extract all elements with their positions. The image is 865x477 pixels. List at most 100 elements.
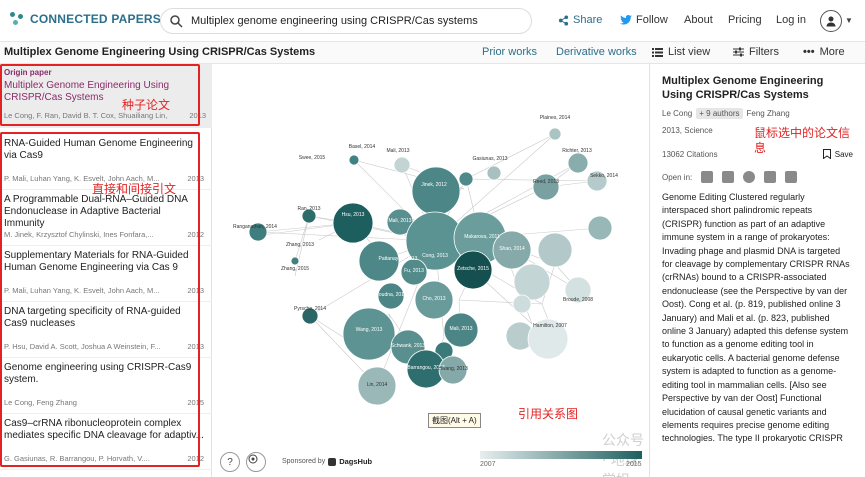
pdf-icon[interactable] (701, 171, 714, 183)
node-label: Cong, 2013 (422, 253, 448, 259)
save-button[interactable]: Save (822, 149, 853, 159)
google-scholar-icon[interactable] (764, 171, 777, 183)
node-label: Fu, 2013 (404, 268, 424, 274)
login-link[interactable]: Log in (776, 14, 806, 26)
author-first[interactable]: Le Cong (662, 109, 693, 118)
graph-annotation: 引用关系图 (518, 407, 579, 421)
sliders-icon (733, 47, 744, 57)
help-button[interactable]: ? (220, 452, 240, 472)
list-view-button[interactable]: List view (652, 46, 710, 58)
node-label: Zhang, 2013 (286, 242, 314, 248)
list-item[interactable]: DNA targeting specificity of RNA-guided … (0, 302, 212, 358)
chevron-down-icon[interactable]: ▼ (845, 16, 853, 25)
graph-node (290, 256, 300, 266)
sponsor-brand: DagsHub (339, 457, 373, 466)
save-label: Save (834, 149, 853, 159)
share-icon (558, 14, 569, 26)
node-label: Makarova, 2011 (464, 234, 500, 240)
origin-title: Multiplex Genome Engineering Using CRISP… (4, 80, 170, 103)
graph-node (248, 222, 268, 242)
graph-node (301, 307, 319, 325)
microsoft-academic-icon[interactable] (785, 171, 798, 183)
more-authors-button[interactable]: + 9 authors (696, 108, 743, 119)
brand-name: CONNECTED PAPERS (30, 12, 161, 26)
follow-link[interactable]: Follow (620, 14, 668, 26)
origin-authors: Le Cong, F. Ran, David B. T. Cox, Shuail… (4, 111, 168, 120)
pricing-link[interactable]: Pricing (728, 14, 762, 26)
node-label: Jinek, 2012 (421, 182, 447, 188)
node-label: Schwank, 2013 (391, 343, 425, 349)
node-label: Mali, 2013 (449, 326, 472, 332)
graph-node (587, 215, 613, 241)
graph-node (411, 166, 461, 216)
selected-paper-annotation: 鼠标选中的论文信息 (754, 126, 851, 155)
sponsor-label: Sponsored by (282, 458, 326, 465)
citations-annotation: 直接和间接引文 (92, 182, 177, 196)
node-label: Zhang, 2015 (281, 266, 309, 272)
brand-logo[interactable]: CONNECTED PAPERS (10, 12, 161, 26)
paper-year: 2013 (187, 174, 204, 183)
paper-year: 2013 (187, 286, 204, 295)
list-icon (652, 47, 663, 57)
screenshot-tooltip: 截图(Alt + A) (428, 413, 481, 428)
derivative-works-button[interactable]: Derivative works (556, 46, 637, 58)
graph-canvas[interactable]: Plaines, 2014 Basel, 2014 Mali, 2013 Swe… (212, 64, 649, 477)
list-item[interactable]: RNA-Guided Human Genome Engineering via … (0, 134, 212, 190)
search-box[interactable]: Multiplex genome engineering using CRISP… (160, 8, 532, 34)
graph-node (414, 280, 454, 320)
node-label: Pyrsche, 2014 (294, 306, 326, 312)
filters-button[interactable]: Filters (733, 46, 779, 58)
prior-works-button[interactable]: Prior works (482, 46, 538, 58)
node-label: Mali, 2013 (388, 218, 411, 224)
node-label: Plaines, 2014 (540, 115, 571, 121)
graph-node (301, 208, 317, 224)
follow-label: Follow (636, 14, 668, 26)
citation-graph[interactable]: Plaines, 2014 Basel, 2014 Mali, 2013 Swe… (212, 64, 649, 477)
node-label: Pattanayak, 2013 (379, 256, 418, 262)
sponsor-note[interactable]: Sponsored by DagsHub (282, 457, 372, 466)
graph-node (438, 355, 468, 385)
graph-node (443, 312, 479, 348)
graph-node (586, 170, 608, 192)
graph-node (527, 318, 569, 360)
list-item[interactable]: Supplementary Materials for RNA-Guided H… (0, 246, 212, 302)
open-in-row: Open in: (662, 171, 853, 183)
doi-icon[interactable] (743, 171, 756, 183)
graph-node (548, 127, 562, 141)
graph-nodes (248, 127, 613, 406)
graph-node-labels: Plaines, 2014 Basel, 2014 Mali, 2013 Swe… (233, 115, 618, 388)
about-link[interactable]: About (684, 14, 713, 26)
search-icon (170, 15, 183, 28)
semantic-scholar-icon[interactable] (722, 171, 735, 183)
filters-label: Filters (749, 46, 779, 58)
list-item[interactable]: A Programmable Dual-RNA–Guided DNA Endon… (0, 190, 212, 246)
twitter-icon (620, 15, 632, 25)
author-last[interactable]: Feng Zhang (746, 109, 790, 118)
graph-node (348, 154, 360, 166)
graph-node (453, 250, 493, 290)
graph-node (564, 276, 592, 304)
graph-node (400, 258, 428, 286)
list-item[interactable]: Cas9–crRNA ribonucleoprotein complex med… (0, 414, 212, 470)
more-button[interactable]: ••• More (803, 46, 845, 58)
paper-year: 2015 (187, 398, 204, 407)
bookmark-icon (822, 149, 831, 159)
node-label: Hwang, 2013 (438, 366, 468, 372)
graph-node (537, 232, 573, 268)
search-input[interactable]: Multiplex genome engineering using CRISP… (191, 15, 478, 27)
origin-paper-card[interactable]: Origin paper Multiplex Genome Engineerin… (0, 64, 212, 128)
graph-node (358, 240, 400, 282)
share-link[interactable]: Share (558, 14, 602, 26)
node-label: Doudna, 2014 (375, 292, 407, 298)
graph-node (332, 202, 374, 244)
detail-title: Multiplex Genome Engineering Using CRISP… (662, 75, 824, 101)
list-item[interactable]: Genome engineering using CRISPR-Cas9 sys… (0, 358, 212, 414)
graph-title: Multiplex Genome Engineering Using CRISP… (4, 46, 316, 58)
user-avatar-button[interactable] (820, 10, 842, 32)
node-label: Ran, 2013 (297, 206, 320, 212)
graph-node (492, 230, 532, 270)
paper-list-panel: Origin paper Multiplex Genome Engineerin… (0, 64, 212, 477)
citations-row: 13062 Citations Save (662, 149, 853, 159)
target-icon (248, 454, 258, 464)
recenter-button[interactable] (246, 452, 266, 472)
